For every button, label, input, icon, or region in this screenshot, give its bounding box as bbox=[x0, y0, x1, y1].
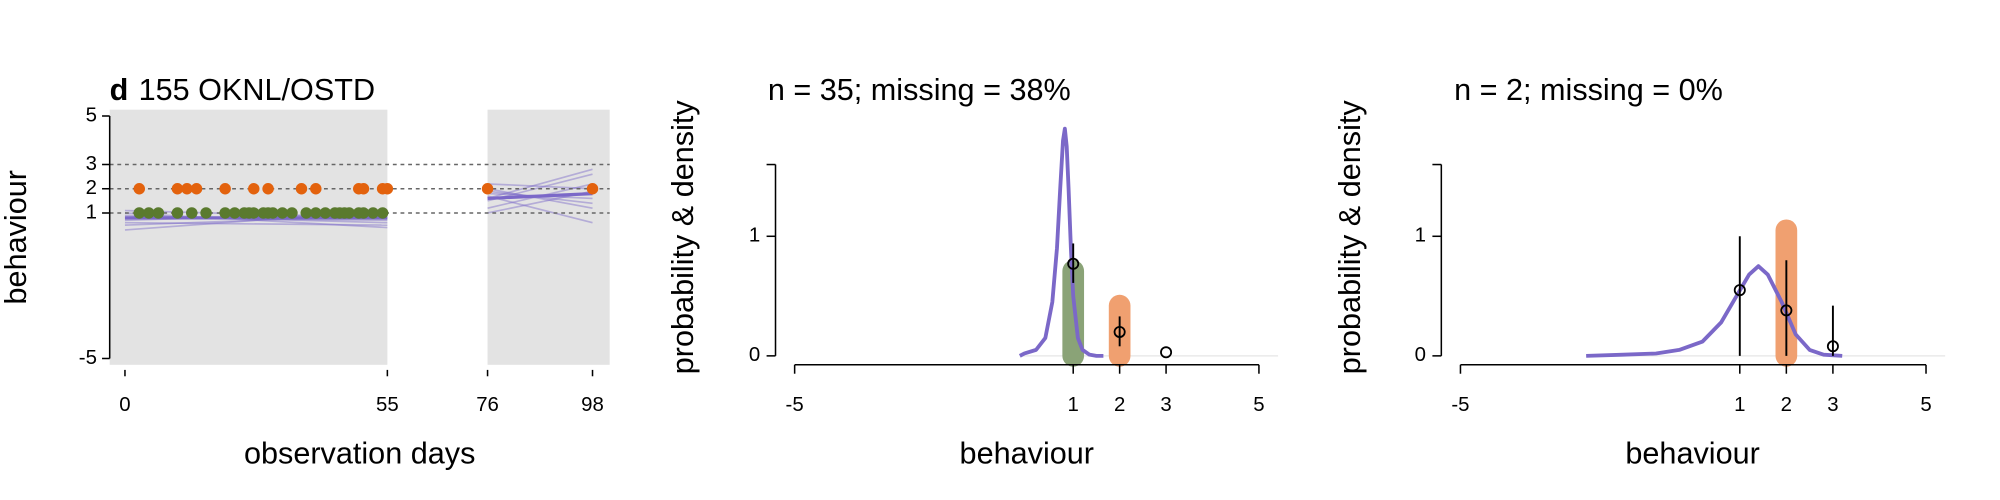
data-point bbox=[367, 207, 379, 219]
shaded-region bbox=[487, 109, 610, 365]
x-tick-label: 55 bbox=[376, 394, 399, 416]
data-point bbox=[286, 207, 298, 219]
data-point bbox=[343, 207, 355, 219]
data-point bbox=[171, 183, 184, 195]
data-point bbox=[376, 207, 389, 219]
data-point bbox=[190, 183, 203, 195]
data-point bbox=[262, 183, 274, 195]
y-tick-label: 1 bbox=[86, 201, 97, 223]
data-point bbox=[267, 207, 279, 219]
data-point bbox=[219, 183, 231, 195]
data-point bbox=[228, 207, 241, 219]
data-point bbox=[219, 207, 231, 219]
data-point bbox=[248, 207, 260, 219]
x-tick-label: 1 bbox=[1068, 394, 1079, 416]
y-tick-label: 2 bbox=[86, 177, 97, 199]
data-point bbox=[200, 207, 212, 219]
x-tick-label: 1 bbox=[1734, 394, 1745, 416]
x-axis-label: behaviour bbox=[1625, 436, 1759, 470]
y-tick-label: 1 bbox=[1415, 225, 1426, 247]
chart-title: n = 35; missing = 38% bbox=[768, 73, 1071, 107]
data-point bbox=[186, 207, 198, 219]
y-tick-label: 3 bbox=[86, 153, 97, 175]
y-tick-label: -5 bbox=[79, 347, 97, 369]
x-axis-label: observation days bbox=[244, 436, 475, 470]
data-point bbox=[248, 183, 260, 195]
data-point bbox=[319, 207, 332, 219]
model-line bbox=[487, 183, 593, 190]
title-text: 155 OKNL/OSTD bbox=[139, 73, 375, 107]
model-line bbox=[124, 221, 388, 226]
chart-title: d 155 OKNL/OSTD bbox=[110, 73, 375, 107]
x-tick-label: 76 bbox=[476, 394, 499, 416]
data-point bbox=[143, 207, 155, 219]
x-tick-label: 98 bbox=[581, 394, 604, 416]
y-tick-label: 5 bbox=[86, 104, 97, 126]
x-tick-label: 2 bbox=[1114, 394, 1125, 416]
data-point bbox=[276, 207, 289, 219]
x-tick-label: -5 bbox=[786, 394, 804, 416]
y-axis-label: probability & density bbox=[1333, 100, 1367, 375]
model-line bbox=[487, 195, 593, 224]
x-tick-label: -5 bbox=[1451, 394, 1469, 416]
data-point bbox=[1826, 340, 1839, 353]
y-tick-label: 0 bbox=[1415, 344, 1426, 366]
x-axis-label: behaviour bbox=[960, 436, 1094, 470]
data-point bbox=[171, 207, 184, 219]
model-line bbox=[487, 187, 593, 209]
data-point bbox=[1733, 284, 1746, 297]
data-point bbox=[1780, 304, 1793, 317]
density-line bbox=[1586, 264, 1843, 358]
y-axis-label: probability & density bbox=[666, 100, 700, 375]
data-point bbox=[381, 183, 394, 195]
y-tick-label: 0 bbox=[749, 344, 760, 366]
chart-title: n = 2; missing = 0% bbox=[1454, 73, 1723, 107]
x-tick-label: 0 bbox=[119, 394, 130, 416]
data-point bbox=[133, 207, 146, 219]
y-axis-label: behaviour bbox=[0, 170, 33, 304]
data-point bbox=[357, 183, 370, 195]
shaded-region bbox=[109, 109, 388, 365]
data-point bbox=[1113, 325, 1126, 338]
x-tick-label: 2 bbox=[1781, 394, 1792, 416]
data-point bbox=[310, 183, 322, 195]
data-point bbox=[357, 207, 370, 219]
panel-label: d bbox=[110, 73, 129, 107]
model-line bbox=[124, 212, 388, 229]
x-tick-label: 5 bbox=[1920, 394, 1931, 416]
data-point bbox=[152, 207, 165, 219]
x-tick-label: 3 bbox=[1827, 394, 1838, 416]
data-point bbox=[133, 183, 146, 195]
data-point bbox=[481, 183, 494, 195]
data-point bbox=[1067, 257, 1080, 270]
data-point bbox=[586, 183, 599, 195]
density-line bbox=[1018, 126, 1104, 358]
data-point bbox=[300, 207, 312, 219]
data-point bbox=[181, 183, 193, 195]
x-tick-label: 5 bbox=[1253, 394, 1264, 416]
mean-line bbox=[487, 192, 593, 201]
data-point bbox=[295, 183, 308, 195]
model-line bbox=[487, 168, 593, 200]
data-point bbox=[1160, 346, 1173, 359]
x-tick-label: 3 bbox=[1160, 394, 1171, 416]
data-point bbox=[310, 207, 322, 219]
y-tick-label: 1 bbox=[749, 225, 760, 247]
